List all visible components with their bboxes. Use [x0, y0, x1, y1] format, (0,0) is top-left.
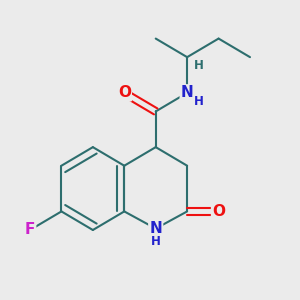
Text: O: O	[118, 85, 131, 100]
Text: N: N	[181, 85, 194, 100]
Text: H: H	[194, 95, 203, 108]
Text: N: N	[149, 221, 162, 236]
Text: H: H	[151, 235, 161, 248]
Text: H: H	[194, 59, 204, 72]
Text: O: O	[212, 204, 225, 219]
Text: F: F	[25, 223, 35, 238]
